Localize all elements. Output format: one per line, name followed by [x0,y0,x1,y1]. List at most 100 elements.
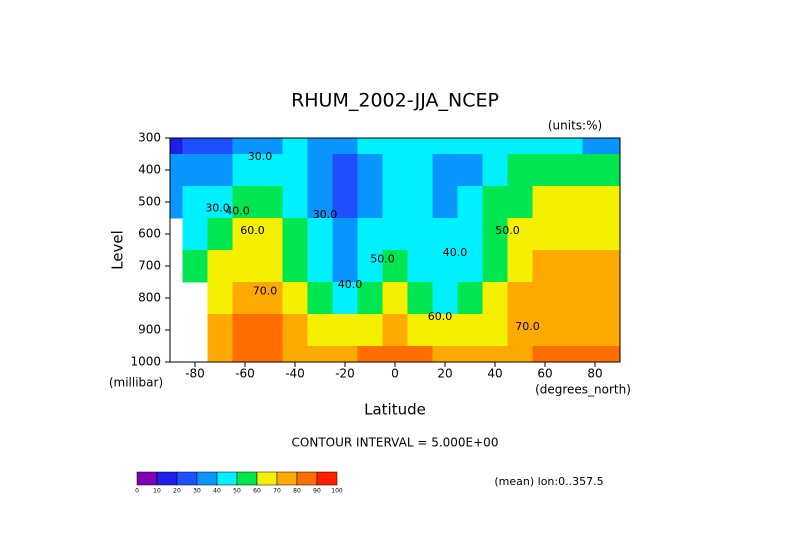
contour-cell [307,218,333,251]
contour-cell [257,218,283,251]
y-tick-label: 800 [138,291,161,305]
colorbar-box [176,471,198,486]
contour-cell [557,218,583,251]
colorbar-box [276,471,298,486]
x-tick-label: 0 [391,367,399,381]
chart-title: RHUM_2002-JJA_NCEP [291,90,499,112]
x-axis-label: Latitude [364,401,426,419]
contour-cell [432,218,458,251]
contour-cell [282,186,308,219]
contour-cell [282,282,308,315]
contour-cell [232,282,258,315]
contour-cell [282,154,308,187]
contour-cell [457,250,483,283]
contour-cell [207,250,233,283]
contour-cell [182,250,208,283]
contour-cell [182,186,208,219]
x-tick-label: -80 [185,367,205,381]
contour-label: 70.0 [253,285,278,298]
contour-cell [232,186,258,219]
colorbar-label: 50 [233,488,241,495]
contour-cell [407,282,433,315]
contour-cell [582,250,608,283]
contour-cell [282,250,308,283]
contour-cell [182,138,208,155]
contour-cell [257,346,283,362]
contour-cell [457,346,483,362]
y-tick-label: 300 [138,131,161,145]
contour-cell [282,346,308,362]
y-tick-label: 900 [138,323,161,337]
colorbar-box [136,471,158,486]
colorbar-box [316,471,338,486]
contour-cell [607,250,620,283]
contour-cell [357,218,383,251]
contour-cell [257,138,283,155]
contour-cell [457,154,483,187]
x-tick-label: 40 [487,367,502,381]
x-tick-label: 80 [587,367,602,381]
contour-cell [532,282,558,315]
y-tick-label: 600 [138,227,161,241]
contour-cell [382,282,408,315]
contour-cell [532,186,558,219]
contour-cell [357,250,383,283]
contour-cell [482,154,508,187]
contour-cell [232,346,258,362]
contour-cell [257,314,283,347]
contour-cell [307,282,333,315]
contour-cell [582,346,608,362]
contour-cell [182,154,208,187]
contour-cell [332,186,358,219]
contour-cell [307,314,333,347]
contour-cell [332,314,358,347]
contour-cell [332,346,358,362]
contour-label: 30.0 [313,208,338,221]
contour-cell [382,154,408,187]
contour-cell [207,154,233,187]
x-tick-label: -40 [285,367,305,381]
contour-cell [307,186,333,219]
contour-cell [170,138,183,155]
contour-label: 50.0 [495,224,520,237]
contour-cell [382,250,408,283]
contour-cell [182,218,208,251]
x-tick-label: -60 [235,367,255,381]
contour-cell [532,250,558,283]
y-tick-label: 1000 [130,355,161,369]
contour-cell [257,186,283,219]
contour-label: 60.0 [428,310,453,323]
contour-cell [282,218,308,251]
contour-cell [407,346,433,362]
contour-cell [407,186,433,219]
contour-cell [482,282,508,315]
x-units: (degrees_north) [535,383,631,397]
contour-label: 50.0 [370,253,395,266]
contour-label: 40.0 [225,205,250,218]
contour-cell [607,346,620,362]
contour-cell [457,218,483,251]
contour-cell [382,346,408,362]
contour-cell [532,218,558,251]
contour-cell [357,186,383,219]
colorbar-box [236,471,258,486]
contour-cell [232,218,258,251]
contour-cell [557,250,583,283]
contour-cell [432,154,458,187]
contour-cell [457,314,483,347]
contour-cell [507,218,533,251]
contour-cell [582,154,608,187]
contour-cell [557,282,583,315]
contour-cell [507,154,533,187]
contour-cell [482,186,508,219]
contour-cell [232,314,258,347]
contour-cell [432,186,458,219]
contour-cell [507,282,533,315]
colorbar-box [256,471,278,486]
y-units: (millibar) [109,376,163,390]
contour-cell [282,138,308,155]
contour-cell [382,186,408,219]
contour-cell [357,138,383,155]
contour-cell [332,154,358,187]
contour-cell [582,218,608,251]
